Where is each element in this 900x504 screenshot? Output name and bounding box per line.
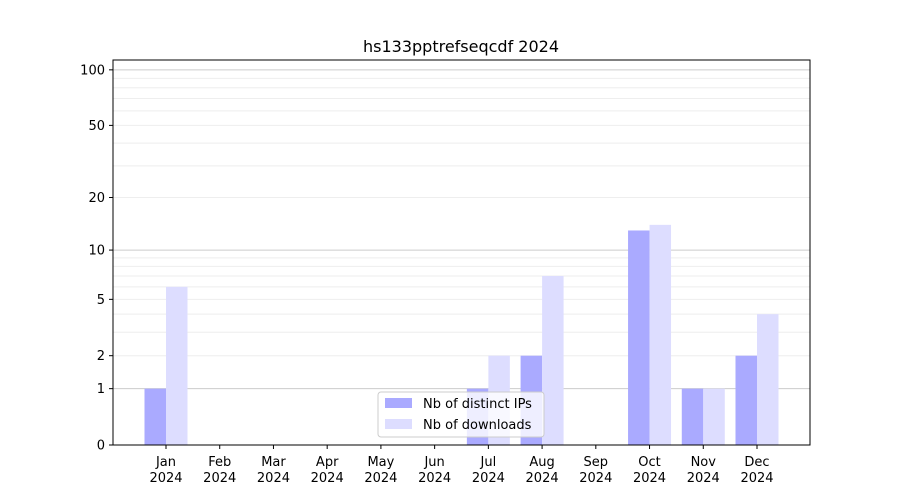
y-tick-label: 2 (97, 349, 105, 364)
x-tick-label: Jul (480, 455, 497, 470)
x-tick-label: 2024 (311, 471, 344, 486)
bar-downloads (757, 314, 779, 445)
x-tick-label: Oct (638, 455, 660, 470)
x-tick-label: Mar (261, 455, 286, 470)
y-axis: 0 1 2 5 10 20 50 100 (80, 63, 113, 454)
grid-lines (113, 69, 810, 390)
chart-title: hs133pptrefseqcdf 2024 (363, 37, 559, 56)
bar-downloads (649, 224, 672, 445)
x-tick-label: 2024 (364, 471, 397, 486)
x-tick-label: 2024 (526, 471, 559, 486)
bar-downloads (166, 286, 188, 445)
x-tick-label: 2024 (257, 471, 290, 486)
y-tick-label: 5 (97, 293, 105, 308)
legend-label-ips: Nb of distinct IPs (423, 397, 532, 412)
x-tick-label: 2024 (633, 471, 666, 486)
x-tick-label: Sep (584, 455, 609, 470)
bar-ips (144, 388, 166, 445)
y-tick-label: 20 (88, 191, 105, 206)
bar-ips (735, 355, 757, 445)
x-tick-label: 2024 (203, 471, 236, 486)
x-tick-label: Nov (691, 455, 717, 470)
x-tick-label: 2024 (740, 471, 773, 486)
legend-swatch-downloads (385, 419, 412, 429)
legend-label-downloads: Nb of downloads (423, 418, 532, 433)
x-tick-label: Jun (423, 455, 444, 470)
y-tick-label: 0 (97, 439, 105, 454)
bar-ips (681, 388, 704, 445)
y-tick-label: 10 (88, 244, 105, 259)
x-tick-label: 2024 (149, 471, 182, 486)
bar-downloads (703, 388, 725, 445)
plot-frame (112, 59, 811, 446)
legend-swatch-ips (385, 398, 412, 408)
x-tick-label: May (367, 455, 394, 470)
x-tick-label: 2024 (472, 471, 505, 486)
x-tick-label: Jan (155, 455, 176, 470)
y-tick-label: 100 (80, 63, 105, 78)
x-tick-label: Apr (316, 455, 339, 470)
x-axis: Jan2024Feb2024Mar2024Apr2024May2024Jun20… (149, 445, 774, 486)
x-tick-label: Aug (529, 455, 554, 470)
x-tick-label: Feb (208, 455, 231, 470)
y-tick-label: 1 (97, 382, 105, 397)
y-tick-label: 50 (88, 119, 105, 134)
x-tick-label: Dec (744, 455, 769, 470)
x-tick-label: 2024 (418, 471, 451, 486)
x-tick-label: 2024 (579, 471, 612, 486)
bar-ips (628, 230, 650, 445)
x-tick-label: 2024 (687, 471, 720, 486)
legend: Nb of distinct IPs Nb of downloads (377, 391, 545, 438)
bar-downloads (542, 275, 564, 445)
